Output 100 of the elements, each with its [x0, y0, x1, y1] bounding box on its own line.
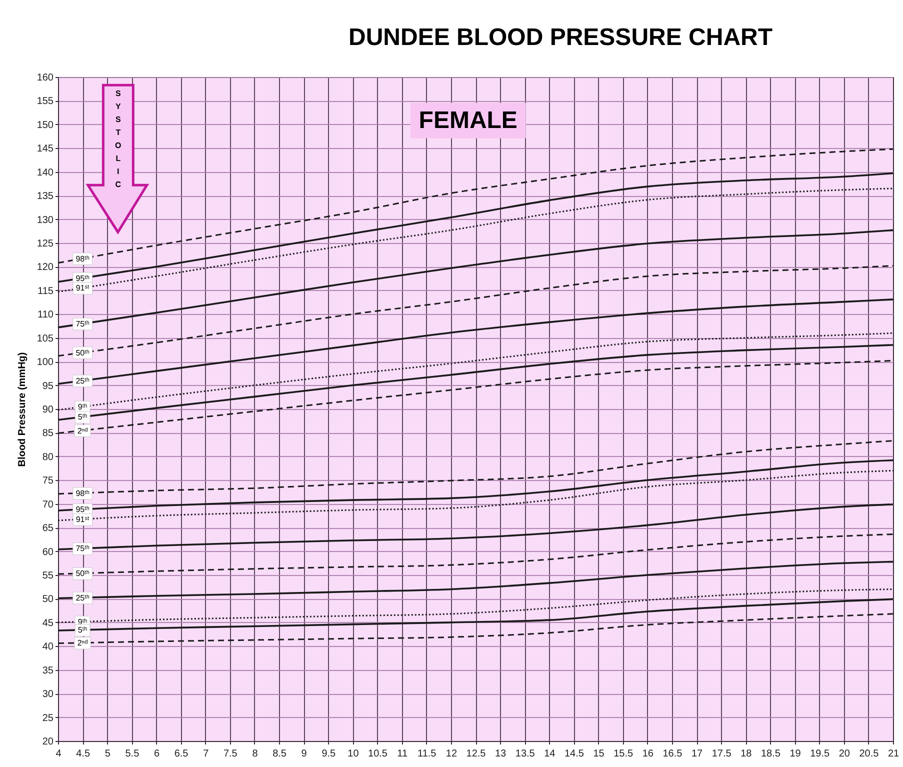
x-tick-label: 17.5 [712, 748, 732, 760]
x-tick-label: 19 [790, 748, 802, 760]
x-tick-label: 10.5 [368, 748, 388, 760]
x-tick-label: 21 [888, 748, 900, 760]
x-tick-label: 11.5 [418, 748, 437, 760]
y-tick-label: 130 [36, 214, 54, 226]
series-label: 75ᵗʰ [76, 544, 90, 554]
x-tick-label: 10 [348, 748, 360, 760]
y-axis-title: Blood Pressure (mmHg) [16, 352, 28, 467]
series-label: 2ⁿᵈ [77, 638, 88, 648]
series-label: 98ᵗʰ [76, 488, 90, 498]
series-label: 50ᵗʰ [76, 348, 90, 358]
x-tick-label: 13.5 [515, 748, 536, 760]
y-tick-label: 45 [42, 618, 54, 629]
line-series [57, 188, 894, 293]
x-tick-label: 17 [691, 748, 704, 760]
series-label: 75ᵗʰ [76, 320, 90, 329]
y-tick-label: 140 [36, 167, 54, 178]
x-tick-label: 20 [838, 748, 850, 760]
y-tick-label: 60 [42, 546, 54, 558]
x-tick-label: 16.5 [662, 748, 683, 760]
x-tick-label: 16 [642, 748, 654, 760]
x-tick-label: 19.5 [810, 748, 830, 760]
x-tick-label: 12 [446, 748, 458, 760]
series-label: 2ⁿᵈ [77, 426, 88, 436]
annotation: SYSTOLIC [115, 88, 122, 189]
x-tick-label: 14 [544, 748, 556, 760]
y-tick-label: 30 [42, 689, 54, 700]
x-tick-label: 18.5 [760, 748, 781, 760]
x-tick-label: 13 [494, 748, 507, 760]
y-tick-label: 160 [36, 72, 54, 84]
y-tick-label: 150 [36, 120, 54, 131]
x-tick-label: 5.5 [125, 748, 140, 760]
x-tick-label: 20.5 [859, 748, 880, 760]
y-tick-label: 120 [36, 262, 54, 274]
series-label: 9ᵗʰ [78, 618, 88, 627]
y-tick-label: 125 [36, 238, 54, 250]
line-series [57, 265, 894, 357]
series-label: 95ᵗʰ [76, 505, 90, 514]
x-tick-label: 8.5 [272, 748, 287, 760]
line-series [57, 459, 894, 512]
chart-title: DUNDEE BLOOD PRESSURE CHART [348, 24, 773, 51]
line-series [57, 344, 894, 421]
line-series [57, 172, 894, 283]
y-tick-label: 105 [36, 333, 54, 344]
line-series [57, 298, 894, 385]
y-tick-label: 155 [36, 96, 54, 108]
series-label: 5ᵗʰ [78, 626, 88, 635]
series-label: 9ᵗʰ [78, 402, 88, 412]
series-label: 25ᵗʰ [76, 593, 90, 602]
y-tick-label: 80 [42, 452, 54, 463]
y-tick-label: 20 [42, 736, 54, 748]
line-series [57, 229, 894, 328]
y-tick-label: 90 [42, 404, 54, 416]
y-tick-label: 25 [42, 712, 54, 724]
line-series [57, 148, 894, 264]
x-tick-label: 9.5 [322, 748, 336, 760]
y-tick-label: 70 [42, 499, 54, 510]
line-series [57, 613, 894, 644]
y-tick-label: 40 [42, 642, 54, 653]
x-tick-label: 15.5 [614, 748, 634, 760]
series-label: 50ᵗʰ [76, 569, 90, 578]
y-tick-label: 145 [36, 144, 54, 155]
x-tick-label: 9 [301, 748, 308, 760]
line-series [57, 533, 894, 575]
y-tick-label: 110 [38, 310, 54, 321]
x-tick-label: 5 [104, 748, 111, 760]
series-label: 91ˢᵗ [76, 515, 90, 524]
y-tick-label: 85 [42, 428, 54, 440]
x-tick-label: 7.5 [223, 748, 238, 760]
series-label: 25ᵗʰ [76, 376, 90, 386]
x-tick-label: 12.5 [466, 748, 486, 760]
x-tick-label: 18 [740, 748, 752, 760]
line-series [57, 560, 894, 600]
line-series [57, 588, 894, 624]
y-tick-label: 75 [42, 476, 54, 487]
series-label: 5ᵗʰ [78, 412, 88, 422]
annotation: FEMALE [418, 107, 518, 134]
x-tick-label: 11 [397, 748, 408, 760]
y-tick-label: 65 [42, 523, 54, 534]
line-series [57, 470, 894, 522]
y-tick-label: 35 [42, 665, 54, 676]
y-tick-label: 135 [36, 191, 54, 202]
series-label: 98ᵗʰ [76, 254, 90, 264]
line-series [57, 440, 894, 495]
x-tick-label: 7 [203, 748, 210, 760]
x-tick-label: 4 [56, 748, 62, 760]
y-tick-label: 100 [36, 357, 54, 368]
y-tick-label: 50 [42, 594, 54, 606]
line-series [57, 503, 894, 550]
x-tick-label: 14.5 [564, 748, 584, 760]
y-tick-label: 55 [42, 570, 54, 582]
x-tick-label: 6.5 [174, 748, 189, 760]
x-tick-label: 15 [593, 748, 605, 760]
series-label: 91ˢᵗ [76, 284, 90, 293]
y-tick-label: 115 [38, 286, 54, 297]
x-tick-label: 4.5 [76, 748, 90, 760]
x-tick-label: 8 [252, 748, 258, 760]
line-series [57, 332, 894, 411]
series-label: 95ᵗʰ [76, 274, 90, 283]
